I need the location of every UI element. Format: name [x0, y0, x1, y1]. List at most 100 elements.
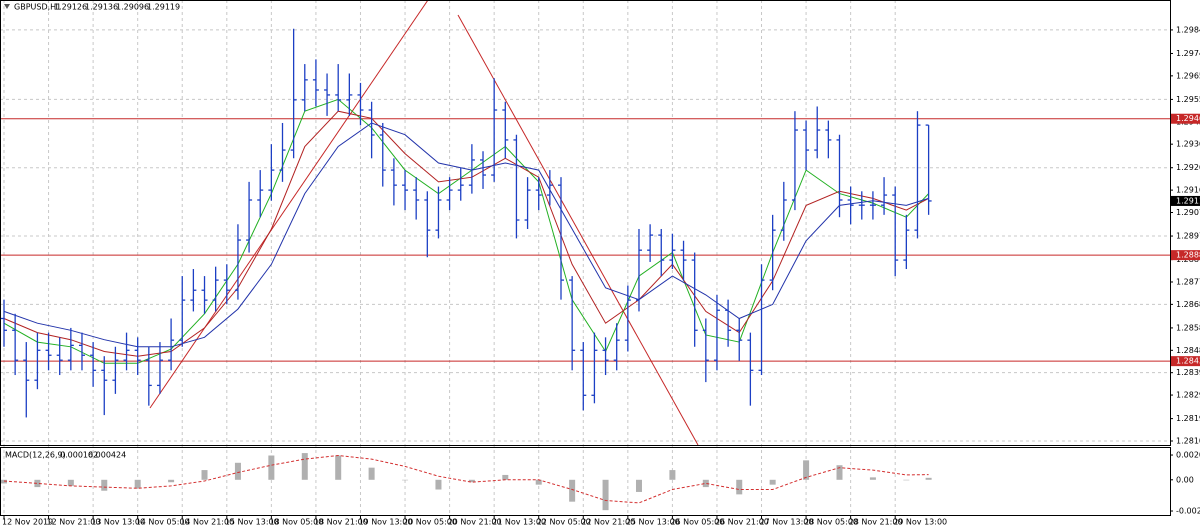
macd-bar [702, 479, 709, 488]
price-bar [480, 151, 487, 189]
macd-bar [669, 470, 676, 480]
x-tick-label: 19 Nov 13:00 [358, 518, 412, 527]
price-bar [390, 158, 397, 206]
symbol-icon [4, 4, 10, 9]
price-bar [713, 294, 720, 371]
y-tick-label: 1.28775 [1176, 277, 1200, 286]
price-bar [301, 64, 308, 112]
price-bar [758, 264, 765, 376]
price-bar [925, 124, 932, 215]
macd-bar [869, 477, 876, 480]
macd-frame [0, 447, 1171, 516]
y-tick-label: 1.28295 [1176, 391, 1200, 400]
header-value: 1.29119 [147, 3, 180, 12]
price-bar [312, 59, 319, 107]
price-bar [669, 233, 676, 270]
y-tick-label: 1.29165 [1176, 186, 1200, 195]
macd-bar [602, 479, 609, 511]
x-tick-label: 20 Nov 05:00 [403, 518, 457, 527]
macd-label: MACD(12,26,9) [5, 451, 66, 460]
x-tick-label: 22 Nov 05:00 [537, 518, 591, 527]
macd-bar [335, 455, 342, 480]
macd-bar [769, 479, 776, 485]
price-bar [446, 177, 453, 211]
macd-signal [3, 454, 929, 504]
price-bar [145, 346, 152, 406]
price-bar [869, 191, 876, 220]
price-bar [624, 285, 631, 352]
x-tick-label: 18 Nov 05:00 [269, 518, 323, 527]
price-bar [602, 337, 609, 376]
price-bar [892, 186, 899, 277]
price-bar [23, 342, 30, 418]
macd-bar [67, 479, 74, 486]
price-bar [457, 167, 464, 201]
price-bar [613, 323, 620, 371]
current-price-bg [1171, 195, 1200, 206]
x-tick-label: 12 Nov 2019 [2, 518, 53, 527]
price-bar [257, 170, 264, 218]
price-bar [190, 269, 197, 312]
price-bar [34, 332, 41, 390]
price-bar [402, 170, 409, 211]
price-bar [825, 120, 832, 159]
price-bar [346, 73, 353, 116]
price-bar [268, 144, 275, 201]
macd-bar [201, 470, 208, 480]
y-tick-label: -0.00257 [1176, 507, 1200, 516]
header-value: 1.29096 [116, 3, 149, 12]
macd-bar [234, 462, 241, 480]
price-bar [769, 214, 776, 291]
price-bar [803, 120, 810, 171]
macd-bar [435, 479, 442, 490]
price-bar [435, 186, 442, 239]
price-bar [725, 299, 732, 347]
price-bar [1, 299, 7, 347]
price-bar [591, 332, 598, 404]
price-bar [223, 264, 230, 305]
price-bar [658, 228, 665, 277]
price-bar [234, 224, 241, 300]
macd-bar [168, 479, 175, 483]
price-bar [580, 342, 587, 411]
level-label: 1.28889 [1176, 251, 1200, 260]
x-tick-label: 26 Nov 05:00 [670, 518, 724, 527]
price-bar [212, 266, 219, 312]
price-bar [413, 177, 420, 220]
price-bar [702, 318, 709, 383]
price-bar [246, 181, 253, 253]
x-tick-label: 25 Nov 13:00 [626, 518, 680, 527]
macd-bar [468, 479, 475, 483]
macd-bar [301, 453, 308, 480]
y-tick-label: 1.28970 [1176, 232, 1200, 241]
price-bar [179, 276, 186, 347]
header-value: 1.29126 [54, 3, 87, 12]
y-tick-label: 1.28580 [1176, 323, 1200, 332]
price-bar [524, 177, 531, 229]
price-bar [647, 224, 654, 262]
macd-bar [268, 455, 275, 480]
price-bar [513, 134, 520, 239]
y-tick-label: 1.28390 [1176, 368, 1200, 377]
price-bar [535, 177, 542, 211]
macd-bar [535, 479, 542, 485]
price-bar [814, 106, 821, 159]
level-label-bg [1171, 356, 1200, 367]
y-tick-label: 1.29070 [1176, 208, 1200, 217]
macd-bar [34, 479, 41, 488]
x-tick-label: 26 Nov 21:00 [715, 518, 769, 527]
price-bar [90, 342, 97, 387]
price-bar [335, 64, 342, 112]
price-bar [279, 122, 286, 182]
price-bar [156, 342, 163, 394]
y-tick-label: 0.00 [1176, 475, 1194, 484]
price-bar [45, 332, 52, 371]
price-bar [836, 134, 843, 218]
x-tick-label: 21 Nov 13:00 [492, 518, 546, 527]
y-tick-label: 1.29650 [1176, 71, 1200, 80]
trend-line [457, 14, 699, 445]
price-bar [379, 122, 386, 187]
